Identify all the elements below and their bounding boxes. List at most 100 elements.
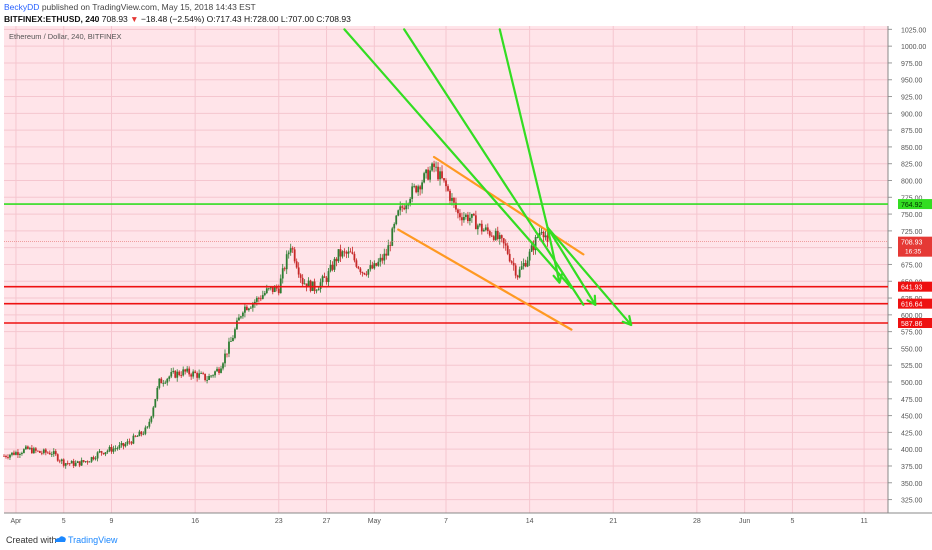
y-tick-label: 525.00 bbox=[901, 363, 923, 370]
author-link[interactable]: BeckyDD bbox=[4, 2, 40, 12]
candle-body bbox=[202, 373, 204, 374]
candle-body bbox=[536, 236, 539, 238]
candle-body bbox=[188, 368, 191, 375]
candle-body bbox=[351, 252, 354, 254]
candle-body bbox=[42, 449, 45, 454]
candle-body bbox=[449, 190, 451, 201]
candle-body bbox=[369, 265, 372, 270]
chart-area[interactable]: 325.00 350.00 375.00 400.00 425.00 450.00 475.… bbox=[0, 26, 932, 529]
candle-body bbox=[150, 416, 153, 422]
candle-body bbox=[504, 243, 507, 246]
candle-body bbox=[180, 374, 183, 376]
y-tick-label: 925.00 bbox=[901, 95, 923, 102]
y-tick-label: 900.00 bbox=[901, 111, 923, 118]
candle-body bbox=[21, 452, 23, 454]
candle-body bbox=[540, 231, 543, 233]
x-tick-label: 28 bbox=[693, 518, 701, 525]
candle-body bbox=[433, 163, 435, 167]
down-arrow-icon: ▼ bbox=[130, 14, 139, 24]
candle-body bbox=[38, 450, 41, 453]
tradingview-logo-icon bbox=[55, 536, 66, 542]
candle-body bbox=[528, 251, 531, 261]
candle-body bbox=[335, 258, 338, 262]
candle-body bbox=[50, 454, 53, 455]
candle-body bbox=[391, 228, 394, 246]
candle-body bbox=[343, 251, 346, 253]
y-tick-label: 725.00 bbox=[901, 229, 923, 236]
candle-body bbox=[44, 449, 47, 453]
candle-body bbox=[19, 453, 21, 455]
candle-body bbox=[52, 451, 55, 455]
level-price-tag bbox=[898, 199, 932, 210]
candle-body bbox=[64, 463, 67, 466]
candle-body bbox=[522, 263, 525, 267]
candle-body bbox=[182, 369, 185, 376]
candle-body bbox=[130, 442, 133, 444]
candle-body bbox=[106, 450, 109, 453]
candle-body bbox=[5, 455, 7, 458]
candle-body bbox=[339, 249, 342, 257]
candle-body bbox=[484, 227, 487, 230]
candle-body bbox=[363, 272, 366, 275]
candle-body bbox=[417, 186, 420, 193]
candle-body bbox=[381, 257, 384, 261]
candle-body bbox=[100, 451, 103, 453]
level-price-tag bbox=[898, 281, 932, 292]
candle-body bbox=[323, 276, 326, 278]
candle-body bbox=[154, 399, 157, 408]
candle-body bbox=[465, 214, 467, 217]
candle-body bbox=[72, 460, 75, 466]
candle-body bbox=[279, 278, 282, 294]
candle-body bbox=[198, 373, 201, 378]
candle-body bbox=[226, 353, 228, 355]
chart-header: BeckyDD published on TradingView.com, Ma… bbox=[0, 0, 932, 26]
candle-body bbox=[373, 263, 376, 269]
candle-body bbox=[138, 431, 141, 437]
candle-body bbox=[253, 301, 256, 304]
y-tick-label: 825.00 bbox=[901, 162, 923, 169]
candle-body bbox=[194, 371, 197, 374]
green-trendline bbox=[546, 226, 597, 306]
candle-body bbox=[190, 374, 193, 377]
candle-body bbox=[365, 274, 368, 276]
published-text: published on TradingView.com, May 15, 20… bbox=[41, 2, 256, 12]
candle-body bbox=[546, 235, 549, 242]
candle-body bbox=[170, 371, 173, 377]
value-label: 708.93 bbox=[101, 14, 128, 24]
time-axis-background bbox=[0, 513, 932, 529]
candle-body bbox=[287, 252, 290, 255]
publish-info: BeckyDD published on TradingView.com, Ma… bbox=[4, 1, 256, 13]
candle-body bbox=[375, 263, 378, 266]
candle-body bbox=[508, 253, 511, 262]
candle-body bbox=[429, 170, 431, 180]
tradingview-brand[interactable]: TradingView bbox=[68, 535, 118, 545]
candle-body bbox=[530, 245, 533, 252]
candle-body bbox=[447, 186, 449, 191]
candle-body bbox=[186, 368, 189, 372]
price-change-value: 708.93 ▼ −18.48 (−2.54%) O:717.43 H:728.… bbox=[102, 14, 351, 24]
candle-body bbox=[249, 307, 252, 309]
candle-body bbox=[510, 261, 513, 263]
x-tick-label: 27 bbox=[323, 518, 331, 525]
candle-body bbox=[325, 277, 328, 282]
candle-body bbox=[251, 303, 254, 308]
candle-body bbox=[474, 215, 477, 230]
level-price-label: 764.92 bbox=[901, 202, 923, 209]
price-chart[interactable]: 325.00 350.00 375.00 400.00 425.00 450.00 475.… bbox=[0, 26, 932, 529]
candle-body bbox=[307, 280, 310, 288]
candle-body bbox=[232, 337, 234, 342]
candle-body bbox=[393, 224, 396, 229]
candle-body bbox=[58, 460, 61, 462]
candle-body bbox=[441, 171, 443, 179]
candle-body bbox=[11, 452, 13, 455]
y-tick-label: 475.00 bbox=[901, 397, 923, 404]
candle-body bbox=[265, 288, 268, 294]
candle-body bbox=[329, 264, 332, 272]
candle-body bbox=[478, 223, 481, 226]
candle-body bbox=[78, 461, 81, 466]
candle-body bbox=[23, 449, 25, 453]
candle-body bbox=[238, 317, 240, 321]
candle-body bbox=[524, 263, 527, 267]
candle-body bbox=[142, 433, 145, 435]
candle-body bbox=[28, 447, 31, 449]
